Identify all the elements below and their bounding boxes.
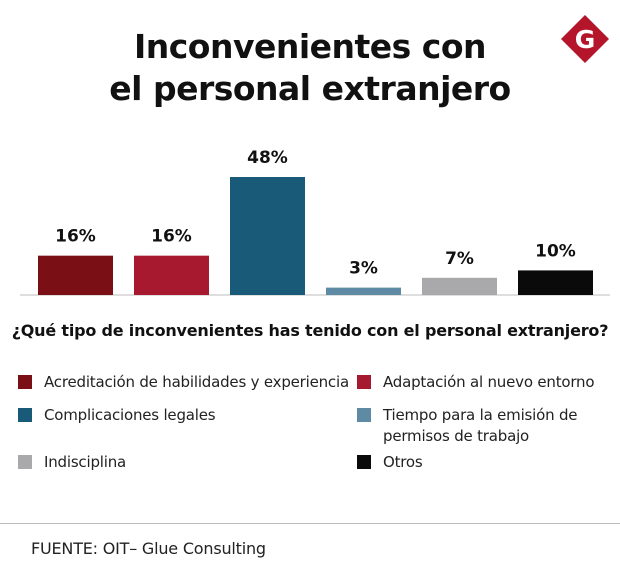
chart-title-line-1: Inconvenientes con (133, 27, 487, 66)
legend-item-5: Indisciplina (18, 452, 126, 473)
legend-label-4: Tiempo para la emisión de permisos de tra… (383, 405, 578, 447)
legend-label-2: Adaptación al nuevo entorno (383, 372, 595, 393)
bars-group (38, 177, 593, 295)
legend-label-line: Complicaciones legales (44, 406, 216, 424)
legend-label-5: Indisciplina (44, 452, 126, 473)
bar-value-label-4: 3% (349, 259, 378, 279)
bar-chart: 16% 16% 48% 3% 7% 10% (20, 148, 610, 296)
bar-1 (38, 255, 113, 295)
legend-item-1: Acreditación de habilidades y experienci… (18, 372, 349, 393)
legend-item-4: Tiempo para la emisión de permisos de tra… (357, 405, 578, 447)
legend-label-1: Acreditación de habilidades y experienci… (44, 372, 349, 393)
legend-swatch-2 (357, 375, 371, 389)
bar-4 (326, 287, 401, 295)
legend-label-line: Tiempo para la emisión de (383, 406, 578, 424)
legend-label-line: Indisciplina (44, 453, 127, 471)
legend-swatch-4 (357, 408, 371, 422)
bar-value-label-1: 16% (55, 227, 96, 247)
legend-swatch-5 (18, 455, 32, 469)
legend-label-line: permisos de trabajo (383, 427, 530, 445)
footer-divider (0, 523, 620, 524)
legend-label-line: Adaptación al nuevo entorno (383, 373, 595, 391)
logo-diamond (561, 15, 609, 63)
survey-question: ¿Qué tipo de inconvenientes has tenido c… (11, 321, 609, 340)
legend-label-3: Complicaciones legales (44, 405, 216, 426)
legend-swatch-1 (18, 375, 32, 389)
gestion-logo-icon: G (561, 15, 609, 63)
legend-label-line: Otros (383, 453, 423, 471)
legend-item-2: Adaptación al nuevo entorno (357, 372, 595, 393)
bar-6 (518, 270, 593, 295)
legend-item-3: Complicaciones legales (18, 405, 216, 426)
bar-value-label-6: 10% (535, 241, 576, 261)
chart-title-line-2: el personal extranjero (109, 69, 511, 108)
bar-2 (134, 255, 209, 295)
bar-value-label-5: 7% (445, 249, 474, 269)
legend-swatch-3 (18, 408, 32, 422)
legend-item-6: Otros (357, 452, 423, 473)
legend-label-line: Acreditación de habilidades y experienci… (44, 373, 349, 391)
bar-5 (422, 277, 497, 295)
bar-labels-group: 16% 16% 48% 3% 7% 10% (55, 148, 576, 279)
bar-value-label-3: 48% (247, 148, 288, 168)
legend-swatch-6 (357, 455, 371, 469)
chart-title: Inconvenientes con el personal extranjer… (0, 26, 620, 110)
bar-3 (230, 177, 305, 295)
legend-label-6: Otros (383, 452, 423, 473)
logo-letter: G (575, 25, 596, 54)
bar-value-label-2: 16% (151, 227, 192, 247)
source-note: FUENTE: OIT– Glue Consulting (31, 539, 266, 558)
